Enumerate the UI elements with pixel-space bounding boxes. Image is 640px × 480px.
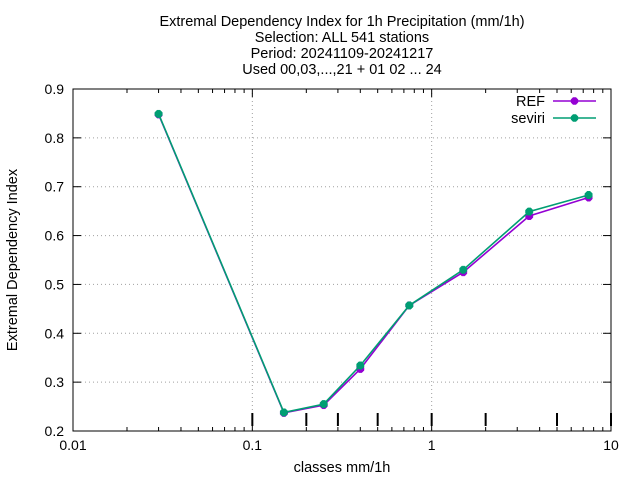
series-line <box>157 113 589 414</box>
axis-ticks <box>72 88 612 432</box>
y-tick-label: 0.2 <box>45 423 65 439</box>
x-tick-label: 0.01 <box>59 437 86 453</box>
data-point <box>459 265 468 274</box>
legend-item-seviri: seviri <box>511 111 596 127</box>
data-point <box>584 191 593 199</box>
series-ref <box>154 110 593 417</box>
y-tick-label: 0.8 <box>45 130 65 146</box>
data-point <box>154 109 163 118</box>
y-tick-label: 0.4 <box>45 325 65 341</box>
legend-swatch-marker <box>570 114 579 122</box>
series-layer <box>154 109 593 417</box>
title-line-4: Used 00,03,...,21 + 01 02 ... 24 <box>242 62 442 78</box>
chart-title: Extremal Dependency Index for 1h Precipi… <box>159 14 524 78</box>
legend-swatch-marker <box>570 97 579 105</box>
legend-label: seviri <box>511 111 545 127</box>
legend-item-ref: REF <box>516 94 596 110</box>
data-point <box>356 361 365 370</box>
y-tick-label: 0.6 <box>45 228 65 244</box>
grid-lines <box>73 89 611 431</box>
y-tick-labels: 0.2 0.3 0.4 0.5 0.6 0.7 0.8 0.9 <box>45 81 65 439</box>
x-tick-label: 10 <box>603 437 619 453</box>
series-seviri <box>154 109 593 417</box>
title-line-3: Period: 20241109-20241217 <box>251 46 434 62</box>
legend-label: REF <box>516 94 545 110</box>
plot-frame <box>72 88 612 432</box>
title-line-1: Extremal Dependency Index for 1h Precipi… <box>159 14 524 30</box>
x-tick-label: 0.1 <box>243 437 263 453</box>
y-tick-label: 0.7 <box>45 179 65 195</box>
y-tick-label: 0.3 <box>45 374 65 390</box>
y-tick-label: 0.5 <box>45 276 65 292</box>
data-point <box>319 400 328 409</box>
y-axis-label: Extremal Dependency Index <box>5 168 21 351</box>
x-tick-label: 1 <box>428 437 436 453</box>
series-line <box>157 114 589 414</box>
data-point <box>525 207 534 216</box>
x-tick-labels: 0.01 0.1 1 10 <box>59 437 619 453</box>
title-line-2: Selection: ALL 541 stations <box>255 30 429 46</box>
data-point <box>405 301 414 310</box>
data-point <box>279 408 288 417</box>
y-tick-label: 0.9 <box>45 81 65 97</box>
x-axis-label: classes mm/1h <box>294 460 391 476</box>
